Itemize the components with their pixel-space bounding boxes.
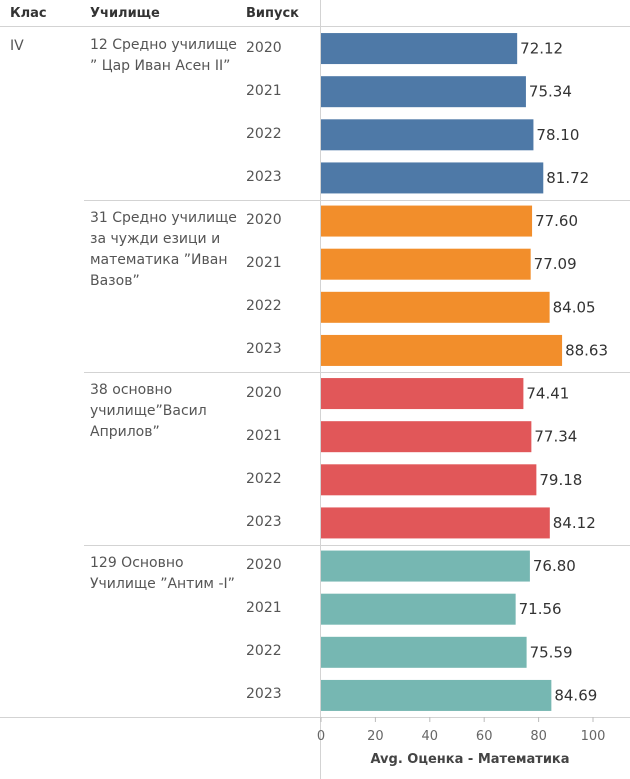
year-label: 2021	[246, 427, 282, 444]
data-label: 84.69	[554, 686, 597, 704]
year-label: 2023	[246, 168, 282, 185]
school-name: 129 Основно Училище ”Антим -I”	[90, 554, 235, 592]
x-tick-label: 20	[367, 729, 384, 744]
year-label: 2022	[246, 643, 282, 660]
bar	[321, 464, 537, 496]
group-divider	[0, 717, 630, 718]
school-name: 12 Средно училище ” Цар Иван Асен II”	[90, 37, 237, 74]
bar	[321, 421, 532, 453]
data-label: 79.18	[539, 471, 582, 489]
year-label: 2022	[246, 298, 282, 315]
data-label: 75.59	[530, 643, 573, 661]
bar	[321, 507, 550, 539]
data-label: 75.34	[529, 83, 572, 101]
year-label: 2023	[246, 341, 282, 358]
data-label: 84.05	[553, 298, 596, 316]
school-name: 38 основно училище”Васил Априлов”	[90, 382, 207, 440]
group-divider	[84, 372, 630, 373]
bar	[321, 162, 544, 194]
year-label: 2022	[246, 125, 282, 142]
bar	[321, 205, 533, 237]
bar	[321, 378, 524, 410]
group-divider	[84, 545, 630, 546]
data-label: 81.72	[546, 169, 589, 187]
bar	[321, 679, 552, 711]
data-label: 77.09	[534, 255, 577, 273]
data-label: 76.80	[533, 557, 576, 575]
data-label: 78.10	[536, 126, 579, 144]
year-label: 2021	[246, 255, 282, 272]
header-divider	[0, 26, 630, 27]
x-tick-label: 0	[317, 729, 325, 744]
bar	[321, 119, 534, 151]
bar	[321, 636, 527, 668]
data-label: 72.12	[520, 40, 563, 58]
data-label: 77.60	[535, 212, 578, 230]
year-label: 2023	[246, 686, 282, 703]
bar	[321, 291, 550, 323]
bar	[321, 76, 526, 108]
x-tick-label: 60	[476, 729, 493, 744]
bar	[321, 33, 518, 65]
klas-value: IV	[10, 38, 24, 54]
header-uchilishte: Училище	[90, 6, 160, 21]
year-label: 2020	[246, 384, 282, 401]
data-label: 71.56	[519, 600, 562, 618]
x-axis-label: Avg. Оценка - Математика	[370, 752, 570, 767]
x-tick-label: 100	[581, 729, 606, 744]
year-label: 2022	[246, 470, 282, 487]
bar	[321, 248, 531, 280]
school-name: 31 Средно училище за чужди езици и матем…	[90, 209, 237, 289]
x-tick-label: 80	[530, 729, 547, 744]
year-label: 2021	[246, 600, 282, 617]
header-vipusk: Випуск	[246, 6, 300, 21]
bar	[321, 550, 530, 582]
year-label: 2020	[246, 39, 282, 56]
x-tick-label: 40	[422, 729, 439, 744]
bar	[321, 334, 563, 366]
year-label: 2020	[246, 557, 282, 574]
plot-left-border	[320, 0, 321, 779]
data-label: 77.34	[534, 428, 577, 446]
header-klas: Клас	[10, 6, 47, 21]
data-label: 74.41	[526, 385, 569, 403]
year-label: 2020	[246, 212, 282, 229]
data-label: 84.12	[553, 514, 596, 532]
bar	[321, 593, 516, 625]
year-label: 2023	[246, 513, 282, 530]
group-divider	[84, 200, 630, 201]
data-label: 88.63	[565, 341, 608, 359]
year-label: 2021	[246, 82, 282, 99]
